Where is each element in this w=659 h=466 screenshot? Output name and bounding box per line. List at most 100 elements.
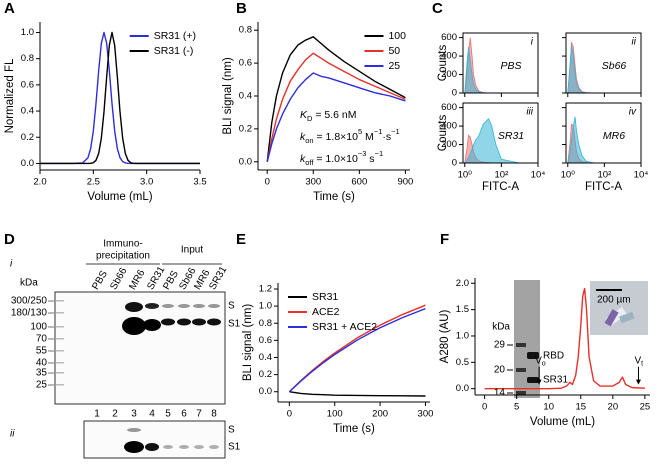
line <box>266 52 406 162</box>
y-tick-label: 0.6 <box>259 335 272 346</box>
x-tick-label: 10² <box>495 170 509 181</box>
line <box>289 391 426 397</box>
y-tick-label: 2.0 <box>456 278 469 289</box>
ann: s <box>366 153 374 165</box>
y-tick-label: 0.8 <box>239 25 252 36</box>
x-tick-label: 900 <box>397 177 413 188</box>
ann: D <box>307 114 313 123</box>
x-tick-label: 25 <box>640 402 651 413</box>
x-tick-label: 2.5 <box>87 177 100 188</box>
panel-letter: A <box>4 0 15 17</box>
y-tick-label: 0.2 <box>239 123 252 134</box>
x-tick-label: 3.5 <box>193 177 206 188</box>
y-tick-label: 0.6 <box>21 79 34 90</box>
lane-number: 3 <box>131 409 137 420</box>
group-label: Immuno- <box>103 239 142 250</box>
x-axis-label: FITC-A <box>585 181 622 193</box>
group-label: Input <box>181 245 203 256</box>
subplot-name: MR6 <box>603 130 625 142</box>
lane-number: 1 <box>94 409 100 420</box>
blot-sub-label: ii <box>10 429 15 440</box>
x-tick-label: 10⁴ <box>634 170 649 181</box>
subplot-name: SR31 <box>498 130 524 142</box>
y-axis-label: BLI signal (nm) <box>242 304 254 382</box>
ann: −1 <box>391 127 400 136</box>
x-tick-label: 10² <box>598 170 612 181</box>
lane-number: 6 <box>181 409 187 420</box>
inset-unit: kDa <box>492 322 510 333</box>
marker-label: 35 <box>36 368 48 379</box>
annotation-text: V <box>634 355 641 366</box>
subplot-name: Sb66 <box>602 60 627 72</box>
y-tick-label: 400 <box>441 121 457 132</box>
lane-number: 5 <box>165 409 171 420</box>
y-axis-label: BLI signal (nm) <box>222 57 234 135</box>
band-label: S1 <box>228 442 241 453</box>
ann: −3 <box>358 149 367 158</box>
band-label: S <box>228 301 235 312</box>
y-tick-label: 0.2 <box>259 369 272 380</box>
annotation: Vt <box>634 355 643 368</box>
band-label: S <box>228 425 235 436</box>
y-tick-label: 200 <box>441 69 457 80</box>
group-label: precipitation <box>96 251 150 262</box>
y-tick-label: 1.5 <box>456 304 469 315</box>
marker-label: 70 <box>36 334 48 345</box>
lane-number: 8 <box>211 409 217 420</box>
y-tick-label: 600 <box>441 32 457 43</box>
scale-bar-label: 200 µm <box>597 295 631 306</box>
plot-frame <box>462 102 539 164</box>
marker-label: 55 <box>36 346 48 357</box>
ann: ·s <box>382 131 391 143</box>
marker-label: 100 <box>30 322 47 333</box>
legend-label: SR31 (+) <box>154 30 196 42</box>
annotation-arrowhead <box>536 379 542 385</box>
ann: = 1.8×10 <box>314 131 359 143</box>
x-tick-label: 200 <box>372 409 388 420</box>
subplot-label: ii <box>632 37 637 48</box>
plot-frame <box>565 102 642 164</box>
y-tick-label: 0.0 <box>456 383 469 394</box>
plot-frame <box>462 32 539 94</box>
y-tick-label: 400 <box>441 51 457 62</box>
marker-label: 40 <box>36 358 48 369</box>
line <box>40 31 200 165</box>
x-tick-label: 0 <box>482 402 487 413</box>
x-tick-label: 100 <box>327 409 343 420</box>
y-tick-label: 0.5 <box>456 357 469 368</box>
marker-label: 300/250 <box>11 296 48 307</box>
koff-annotation: koff = 1.0×10−3 s−1 <box>300 149 383 167</box>
blot-sub-label: i <box>10 259 13 270</box>
y-tick-label: 0 <box>452 88 457 99</box>
y-tick-label: 0.2 <box>21 132 34 143</box>
inset-marker: 14 <box>494 388 506 399</box>
panel-letter: F <box>440 231 449 248</box>
x-tick-label: 10⁴ <box>531 170 546 181</box>
y-axis-label: Counts <box>437 115 449 152</box>
ann: M <box>362 131 374 143</box>
gel-inset <box>514 280 540 398</box>
x-tick-label: 300 <box>418 409 434 420</box>
x-tick-label: 5 <box>514 402 519 413</box>
y-axis-label: A280 (AU) <box>439 309 451 363</box>
subplot-label: i <box>531 37 534 48</box>
x-tick-label: 10 <box>543 402 554 413</box>
panel-letter: C <box>432 0 443 17</box>
x-tick-label: 10⁰ <box>458 170 473 181</box>
blot-i <box>54 291 226 405</box>
y-tick-label: 1.0 <box>21 27 34 38</box>
panel-letter: D <box>4 231 15 248</box>
line <box>266 72 406 162</box>
blot-unit: kDa <box>20 278 38 289</box>
marker-label: 25 <box>36 380 48 391</box>
y-tick-label: 0.0 <box>259 386 272 397</box>
x-tick-label: 10⁰ <box>561 170 576 181</box>
inset-band: SR31 <box>543 375 568 386</box>
kd-annotation: KD = 5.6 nM <box>300 109 357 124</box>
x-tick-label: 300 <box>305 177 321 188</box>
ann: k <box>300 153 306 165</box>
marker-label: 180/130 <box>11 308 48 319</box>
y-tick-label: 0 <box>452 158 457 169</box>
crystal-inset <box>590 281 648 335</box>
y-axis-label: Counts <box>437 45 449 82</box>
